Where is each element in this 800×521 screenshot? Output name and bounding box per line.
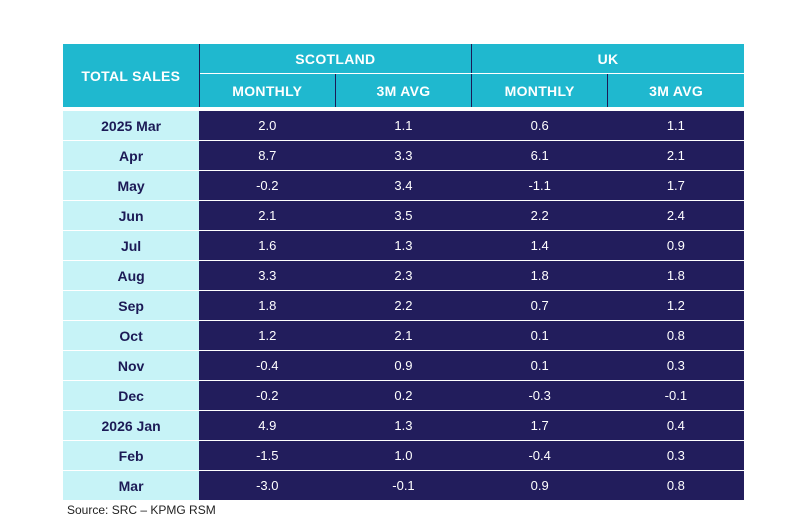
cell-uk-monthly: 1.8 [471, 260, 608, 291]
cell-uk-3m-avg: 0.9 [607, 230, 744, 261]
cell-scotland-3m-avg: 1.1 [335, 111, 472, 141]
cell-uk-3m-avg: 0.8 [607, 470, 744, 501]
group-header-scotland: SCOTLAND [198, 44, 472, 74]
cell-scotland-3m-avg: 1.3 [335, 230, 472, 261]
cell-uk-monthly: 0.1 [471, 320, 608, 351]
sales-table-container: TOTAL SALES SCOTLAND UK MONTHLY 3M AVG M… [63, 44, 744, 501]
cell-uk-monthly: 1.4 [471, 230, 608, 261]
table-row: May -0.2 3.4 -1.1 1.7 [63, 170, 744, 201]
cell-scotland-3m-avg: 1.0 [335, 440, 472, 471]
cell-uk-3m-avg: 2.4 [607, 200, 744, 231]
row-label: Dec [63, 380, 200, 411]
cell-uk-monthly: 6.1 [471, 140, 608, 171]
table-row: Apr 8.7 3.3 6.1 2.1 [63, 140, 744, 171]
row-label: Apr [63, 140, 200, 171]
column-header-uk-3m-avg: 3M AVG [607, 73, 744, 107]
cell-uk-monthly: -0.4 [471, 440, 608, 471]
cell-uk-3m-avg: 1.7 [607, 170, 744, 201]
cell-scotland-monthly: -0.2 [199, 170, 336, 201]
cell-uk-monthly: 0.1 [471, 350, 608, 381]
source-note: Source: SRC – KPMG RSM [67, 503, 216, 517]
cell-scotland-3m-avg: 1.3 [335, 410, 472, 441]
cell-scotland-3m-avg: 2.1 [335, 320, 472, 351]
cell-scotland-3m-avg: 2.3 [335, 260, 472, 291]
cell-uk-monthly: 1.7 [471, 410, 608, 441]
cell-scotland-monthly: -1.5 [199, 440, 336, 471]
cell-scotland-3m-avg: -0.1 [335, 470, 472, 501]
row-label: 2025 Mar [63, 111, 200, 141]
cell-uk-3m-avg: -0.1 [607, 380, 744, 411]
column-header-scotland-3m-avg: 3M AVG [334, 73, 472, 107]
cell-uk-monthly: -1.1 [471, 170, 608, 201]
column-header-uk-monthly: MONTHLY [471, 73, 608, 107]
table-row: Oct 1.2 2.1 0.1 0.8 [63, 320, 744, 351]
cell-scotland-monthly: 2.0 [199, 111, 336, 141]
cell-scotland-3m-avg: 0.9 [335, 350, 472, 381]
row-label: Jun [63, 200, 200, 231]
cell-scotland-monthly: -0.4 [199, 350, 336, 381]
cell-uk-monthly: -0.3 [471, 380, 608, 411]
cell-uk-monthly: 0.9 [471, 470, 608, 501]
row-label: Oct [63, 320, 200, 351]
cell-uk-3m-avg: 0.3 [607, 350, 744, 381]
cell-scotland-3m-avg: 3.5 [335, 200, 472, 231]
table-row: Jul 1.6 1.3 1.4 0.9 [63, 230, 744, 261]
cell-uk-3m-avg: 1.2 [607, 290, 744, 321]
table-row: Mar -3.0 -0.1 0.9 0.8 [63, 470, 744, 501]
row-label: Feb [63, 440, 200, 471]
row-label: Sep [63, 290, 200, 321]
cell-scotland-3m-avg: 3.4 [335, 170, 472, 201]
table-row: Nov -0.4 0.9 0.1 0.3 [63, 350, 744, 381]
cell-uk-monthly: 2.2 [471, 200, 608, 231]
cell-uk-3m-avg: 0.3 [607, 440, 744, 471]
row-label: Mar [63, 470, 200, 501]
cell-scotland-monthly: 8.7 [199, 140, 336, 171]
cell-uk-monthly: 0.7 [471, 290, 608, 321]
cell-scotland-monthly: -0.2 [199, 380, 336, 411]
group-header-uk: UK [471, 44, 744, 74]
cell-scotland-monthly: 4.9 [199, 410, 336, 441]
table-row: Sep 1.8 2.2 0.7 1.2 [63, 290, 744, 321]
corner-header: TOTAL SALES [63, 44, 200, 107]
cell-scotland-monthly: 3.3 [199, 260, 336, 291]
table-row: 2026 Jan 4.9 1.3 1.7 0.4 [63, 410, 744, 441]
total-sales-table: TOTAL SALES SCOTLAND UK MONTHLY 3M AVG M… [63, 44, 744, 501]
row-label: Jul [63, 230, 200, 261]
column-header-scotland-monthly: MONTHLY [198, 73, 336, 107]
row-label: Aug [63, 260, 200, 291]
cell-scotland-monthly: 1.8 [199, 290, 336, 321]
cell-uk-3m-avg: 1.1 [607, 111, 744, 141]
cell-scotland-monthly: 1.6 [199, 230, 336, 261]
cell-uk-monthly: 0.6 [471, 111, 608, 141]
table-row: 2025 Mar 2.0 1.1 0.6 1.1 [63, 111, 744, 141]
row-label: 2026 Jan [63, 410, 200, 441]
cell-scotland-3m-avg: 2.2 [335, 290, 472, 321]
table-body: 2025 Mar 2.0 1.1 0.6 1.1 Apr 8.7 3.3 6.1 2.1 May -0… [63, 111, 744, 501]
row-label: Nov [63, 350, 200, 381]
table-row: Feb -1.5 1.0 -0.4 0.3 [63, 440, 744, 471]
cell-scotland-monthly: 2.1 [199, 200, 336, 231]
row-label: May [63, 170, 200, 201]
cell-uk-3m-avg: 2.1 [607, 140, 744, 171]
cell-scotland-3m-avg: 0.2 [335, 380, 472, 411]
cell-uk-3m-avg: 0.4 [607, 410, 744, 441]
cell-scotland-monthly: -3.0 [199, 470, 336, 501]
cell-scotland-monthly: 1.2 [199, 320, 336, 351]
cell-uk-3m-avg: 1.8 [607, 260, 744, 291]
table-row: Dec -0.2 0.2 -0.3 -0.1 [63, 380, 744, 411]
table-row: Jun 2.1 3.5 2.2 2.4 [63, 200, 744, 231]
cell-scotland-3m-avg: 3.3 [335, 140, 472, 171]
cell-uk-3m-avg: 0.8 [607, 320, 744, 351]
table-row: Aug 3.3 2.3 1.8 1.8 [63, 260, 744, 291]
